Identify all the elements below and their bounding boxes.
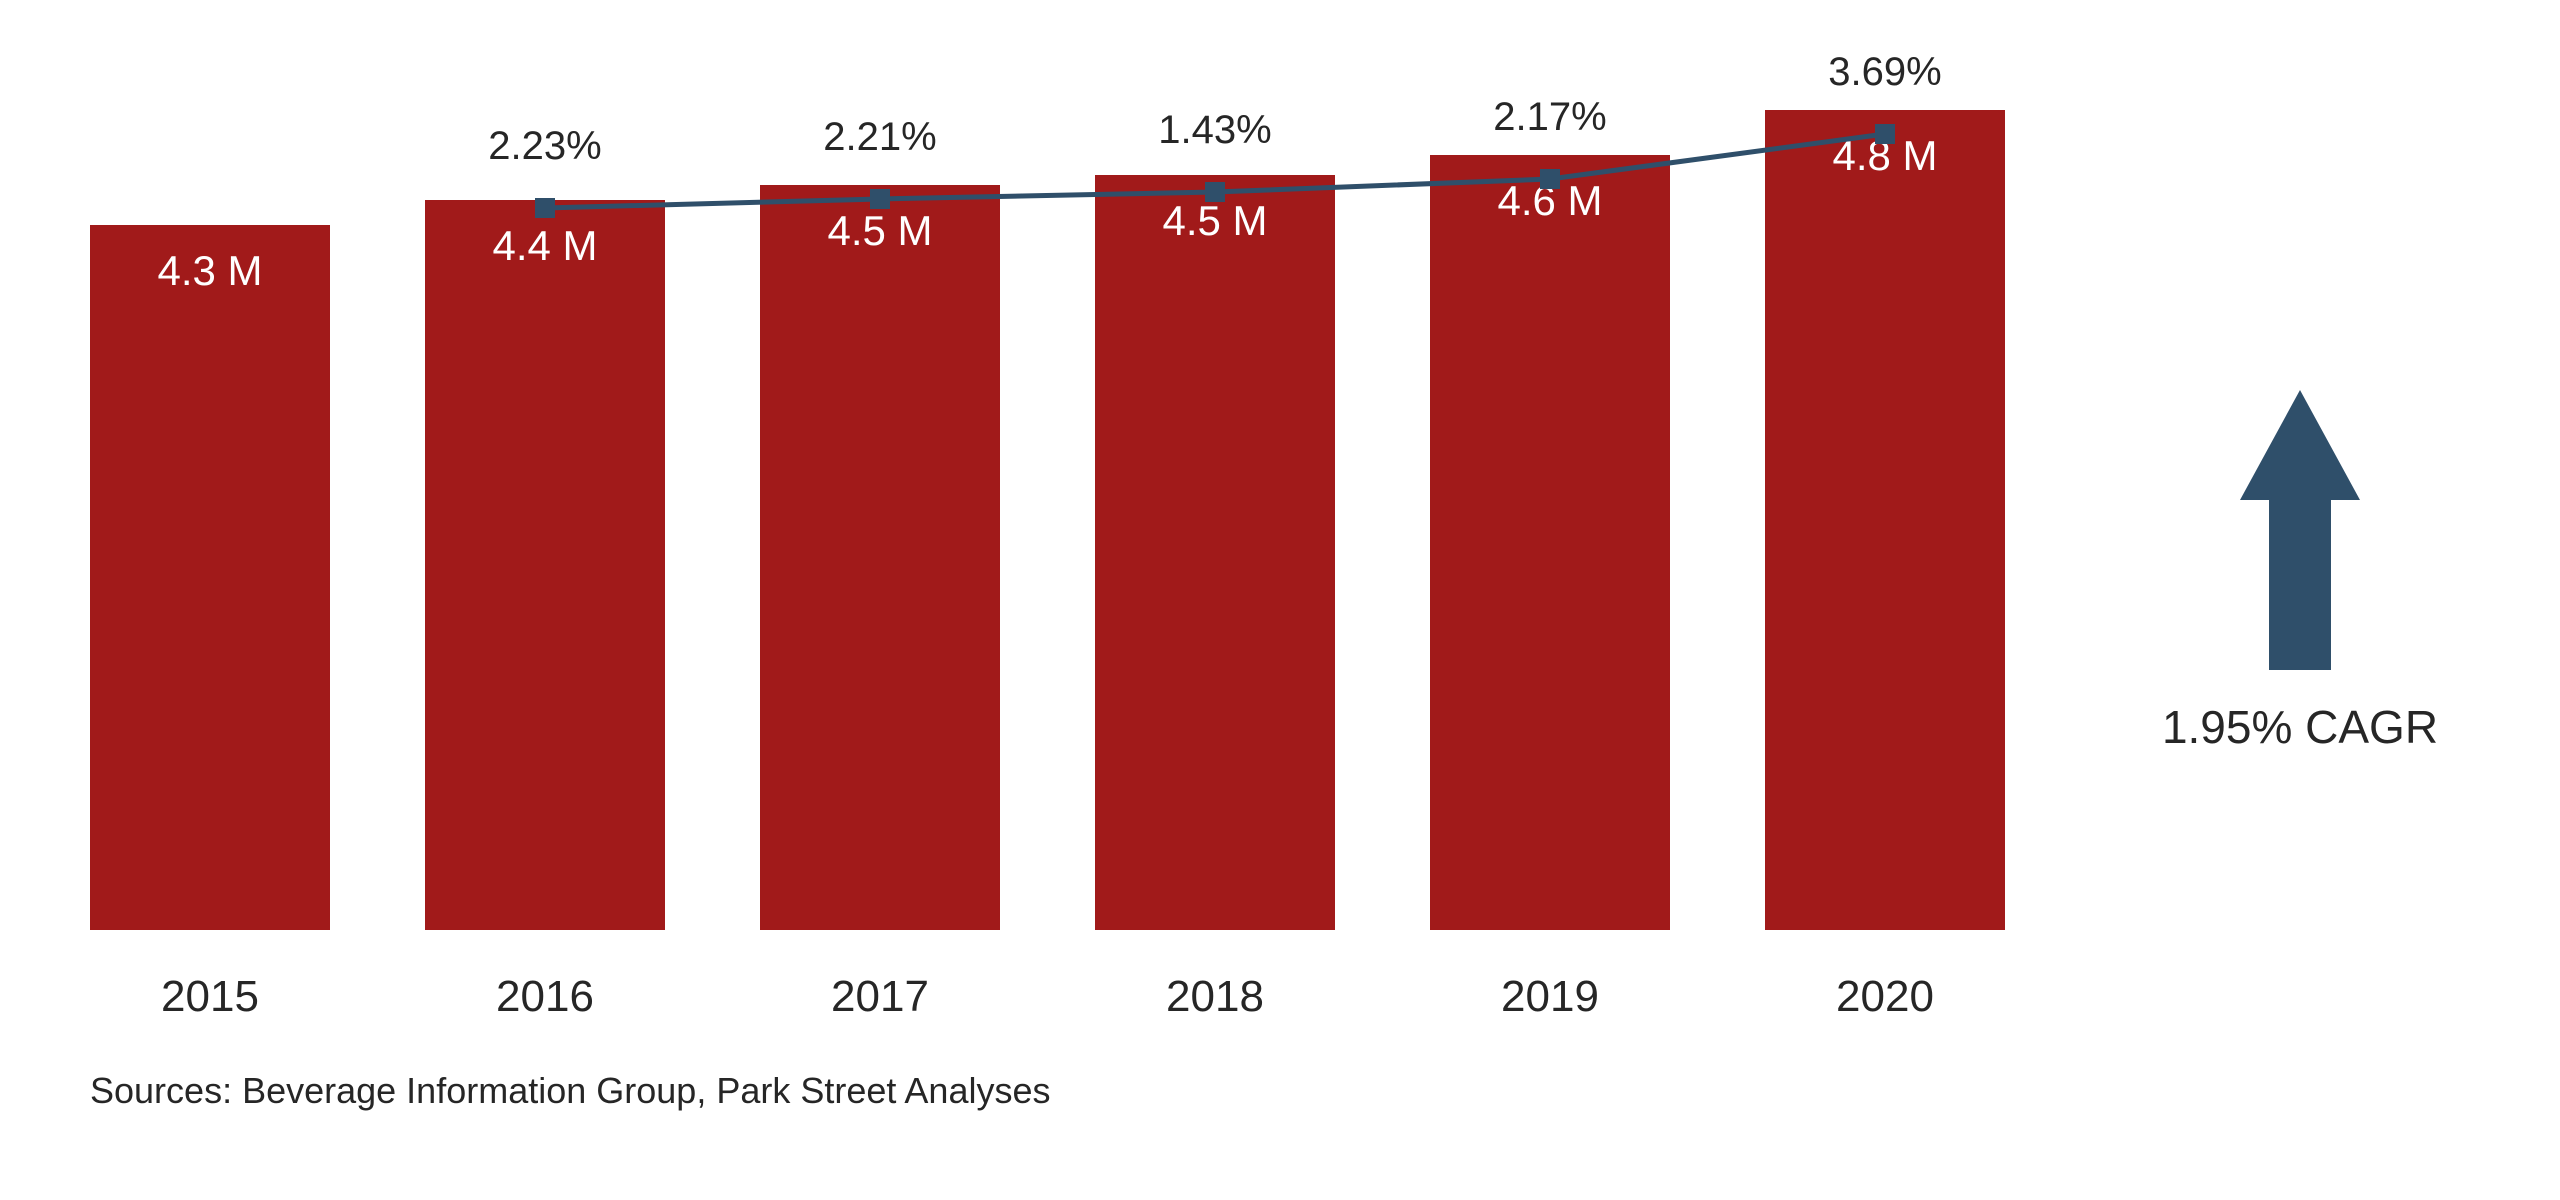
growth-pct-label-0: 2.23% (488, 124, 601, 169)
growth-line-marker-4 (1875, 124, 1895, 144)
growth-pct-label-3: 2.17% (1493, 95, 1606, 140)
growth-pct-label-1: 2.21% (823, 115, 936, 160)
growth-line-marker-0 (535, 198, 555, 218)
source-attribution: Sources: Beverage Information Group, Par… (90, 1070, 1051, 1112)
growth-line-marker-3 (1540, 169, 1560, 189)
up-arrow-icon (2240, 390, 2360, 670)
cagr-text: 1.95% CAGR (2162, 700, 2438, 754)
growth-pct-label-4: 3.69% (1828, 50, 1941, 95)
cagr-up-arrow-icon (2240, 390, 2360, 670)
growth-pct-label-2: 1.43% (1158, 108, 1271, 153)
figure-stage: 4.3 M20154.4 M20164.5 M20174.5 M20184.6 … (0, 0, 2560, 1200)
growth-line-marker-1 (870, 189, 890, 209)
growth-line-marker-2 (1205, 182, 1225, 202)
cagr-callout: 1.95% CAGR (2120, 0, 2480, 1200)
